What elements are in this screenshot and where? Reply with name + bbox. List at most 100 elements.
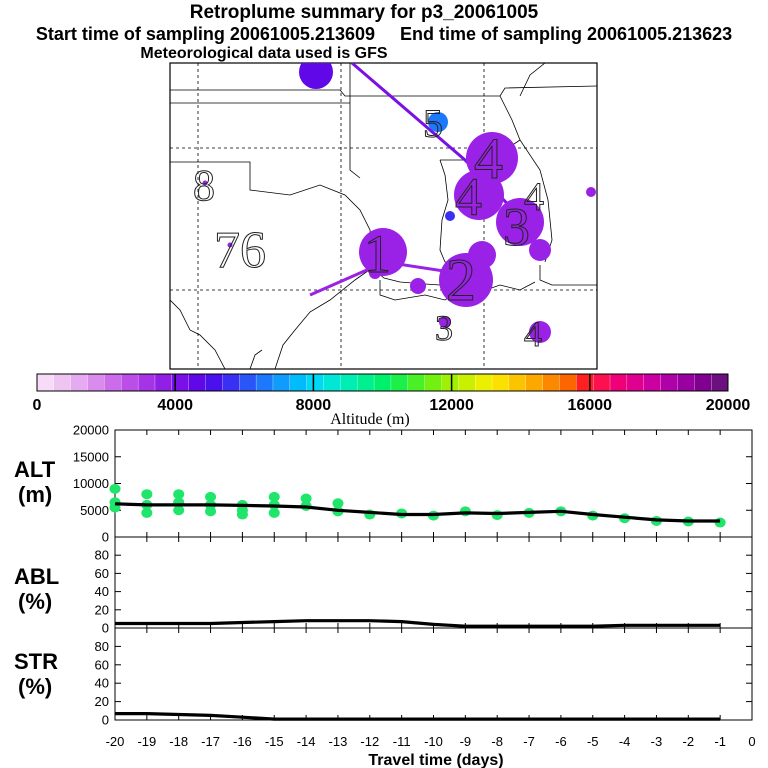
colorbar-segment: [104, 373, 122, 392]
colorbar-segment: [458, 373, 476, 392]
y-tick-label: 0: [102, 713, 109, 728]
colorbar-segment: [205, 373, 223, 392]
x-tick-label: -4: [619, 734, 631, 749]
scatter-point: [173, 505, 185, 516]
plume-circle: [439, 316, 451, 328]
scatter-point: [205, 506, 217, 517]
colorbar-segment: [711, 373, 729, 392]
series-line: [115, 619, 721, 628]
y-tick-label: 0: [102, 621, 109, 636]
x-tick-label: -3: [651, 734, 663, 749]
colorbar-segment: [643, 373, 662, 392]
day-label: 3: [503, 197, 530, 257]
colorbar-segment: [154, 373, 173, 392]
abl-ylabel-unit: (%): [18, 589, 52, 614]
time-series-panels: ALT (m) 0 5000 10000 15000 20000 ABL (%) 0 20…: [14, 423, 756, 768]
colorbar-segment: [137, 373, 156, 392]
colorbar-segment: [424, 373, 443, 392]
colorbar-tick-label: 20000: [706, 397, 751, 414]
day-label: 4: [474, 126, 503, 191]
y-tick-label: 5000: [80, 503, 109, 518]
y-tick-label: 20000: [73, 423, 109, 438]
colorbar-segment: [188, 373, 207, 392]
map-grid: [170, 63, 597, 369]
colorbar-segment: [340, 373, 358, 392]
y-tick-label: 0: [102, 530, 109, 545]
colorbar-segment: [121, 373, 139, 392]
day-label: 2: [446, 247, 476, 313]
str-ylabel: STR: [14, 649, 58, 674]
plume-circle: [359, 228, 407, 276]
colorbar-segment: [441, 373, 459, 392]
alt-ylabel-unit: (m): [18, 482, 52, 507]
plume-circles: [202, 63, 596, 343]
alt-ylabel: ALT: [14, 457, 56, 482]
day-label: 4: [524, 314, 542, 354]
day-label: 4: [524, 174, 544, 219]
x-tick-label: -7: [523, 734, 535, 749]
altitude-colorbar: 0 4000 8000 12000 16000 20000 Altitude (m): [33, 373, 751, 428]
x-tick-label: -15: [265, 734, 284, 749]
y-tick-label: 15000: [73, 449, 109, 464]
colorbar-segment: [694, 373, 712, 392]
colorbar-segment: [525, 373, 544, 392]
colorbar-ticks: 0 4000 8000 12000 16000 20000: [33, 374, 751, 414]
scatter-point: [205, 491, 217, 502]
scatter-point: [300, 493, 312, 504]
x-tick-label: -17: [201, 734, 220, 749]
plume-circle: [369, 267, 381, 279]
colorbar-segment: [593, 373, 611, 392]
colorbar-segment: [660, 373, 678, 392]
colorbar-segments: [36, 373, 729, 392]
plume-circle: [410, 278, 426, 294]
scatter-point: [332, 498, 344, 509]
colorbar-segment: [407, 373, 426, 392]
colorbar-segment: [677, 373, 695, 392]
x-axis-label: Travel time (days): [368, 752, 503, 768]
x-tick-label: -8: [491, 734, 503, 749]
y-tick-label: 40: [95, 676, 109, 691]
y-tick-label: 60: [95, 566, 109, 581]
y-tick-label: 60: [95, 657, 109, 672]
abl-panel: ABL (%) 0 20 40 60 80: [14, 536, 753, 636]
str-ylabel-unit: (%): [18, 674, 52, 699]
coastline: [170, 267, 373, 369]
start-time: Start time of sampling 20061005.213609: [35, 24, 375, 44]
x-tick-label: -19: [137, 734, 156, 749]
day-label: 3: [435, 308, 453, 348]
colorbar-segment: [222, 373, 240, 392]
colorbar-tick-label: 12000: [429, 397, 474, 414]
colorbar-segment: [357, 373, 375, 392]
trajectory-line-north: [351, 63, 527, 224]
colorbar-segment: [255, 373, 274, 392]
scatter-point: [268, 507, 280, 518]
x-tick-label: -14: [297, 734, 316, 749]
day-label: 4: [455, 167, 482, 227]
colorbar-tick-label: 8000: [296, 397, 332, 414]
plume-circle: [227, 242, 233, 248]
plume-circle: [428, 112, 448, 132]
panel-frame: [114, 536, 753, 629]
colorbar-tick-label: 16000: [568, 397, 613, 414]
x-tick-label: -10: [424, 734, 443, 749]
x-tick-label: -11: [393, 734, 411, 749]
met-data-label: Meteorological data used is GFS: [140, 45, 388, 62]
colorbar-segment: [323, 373, 341, 392]
series-line: [114, 502, 721, 523]
plume-circle: [202, 180, 208, 186]
colorbar-segment: [87, 373, 105, 392]
colorbar-segment: [289, 373, 308, 392]
colorbar-segment: [36, 373, 55, 392]
x-tick-label: -1: [714, 734, 726, 749]
end-time: End time of sampling 20061005.213623: [400, 24, 733, 44]
colorbar-segment: [626, 373, 645, 392]
colorbar-segment: [306, 373, 325, 392]
colorbar-segment: [609, 373, 628, 392]
x-tick-label: -2: [683, 734, 695, 749]
x-tick-label: -5: [587, 734, 599, 749]
scatter-point: [141, 507, 153, 518]
panel-frame: [114, 627, 753, 721]
x-tick-label: -18: [169, 734, 188, 749]
